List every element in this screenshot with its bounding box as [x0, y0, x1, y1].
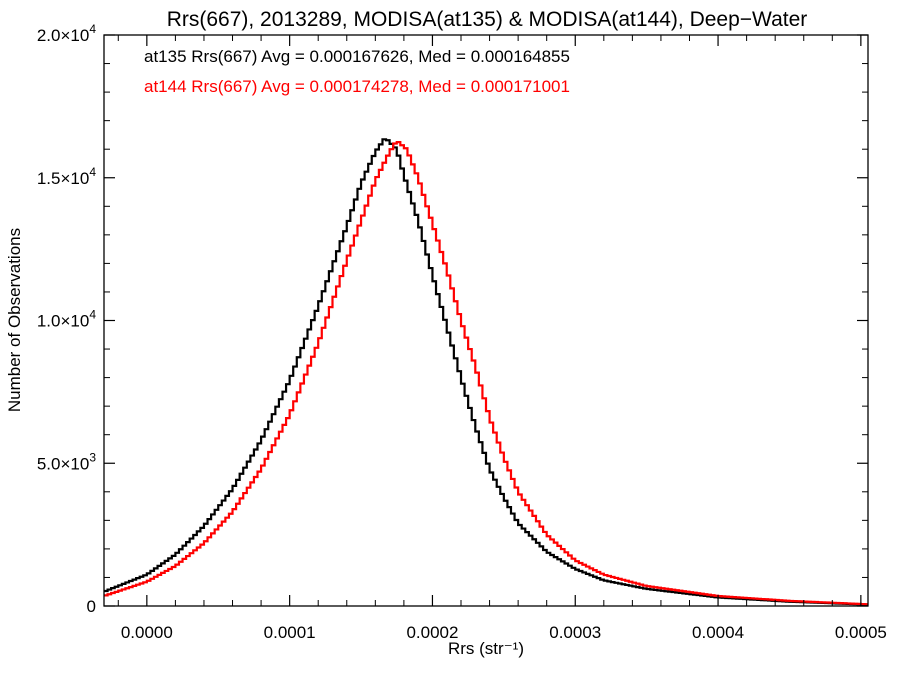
- x-tick-label: 0.0005: [835, 623, 887, 642]
- chart-title: Rrs(667), 2013289, MODISA(at135) & MODIS…: [167, 8, 808, 31]
- histogram-series-1: [104, 141, 868, 606]
- legend-stats-at144: at144 Rrs(667) Avg = 0.000174278, Med = …: [144, 77, 570, 96]
- legend-stats-at135: at135 Rrs(667) Avg = 0.000167626, Med = …: [144, 47, 570, 66]
- series-layer: [104, 138, 868, 606]
- x-axis-label: Rrs (str⁻¹): [448, 639, 524, 658]
- x-tick-label: 0.0003: [549, 623, 601, 642]
- x-tick-label: 0.0002: [406, 623, 458, 642]
- x-tick-label: 0.0000: [121, 623, 173, 642]
- y-tick-labels: 0 5.0×103 1.0×104 1.5×104 2.0×104: [37, 22, 96, 616]
- x-tick-label: 0.0001: [264, 623, 316, 642]
- y-tick-label: 1.5×104: [37, 165, 96, 188]
- histogram-series-0: [104, 138, 868, 606]
- x-tick-label: 0.0004: [692, 623, 744, 642]
- y-tick-label: 2.0×104: [37, 22, 96, 45]
- tick-marks: [104, 34, 868, 607]
- x-tick-labels: 0.0000 0.0001 0.0002 0.0003 0.0004 0.0005: [121, 623, 887, 642]
- plot-frame: [103, 34, 869, 607]
- y-tick-label: 5.0×103: [37, 450, 96, 473]
- y-tick-label: 1.0×104: [37, 308, 96, 331]
- y-axis-label: Number of Observations: [5, 228, 24, 412]
- y-tick-label: 0: [87, 597, 96, 616]
